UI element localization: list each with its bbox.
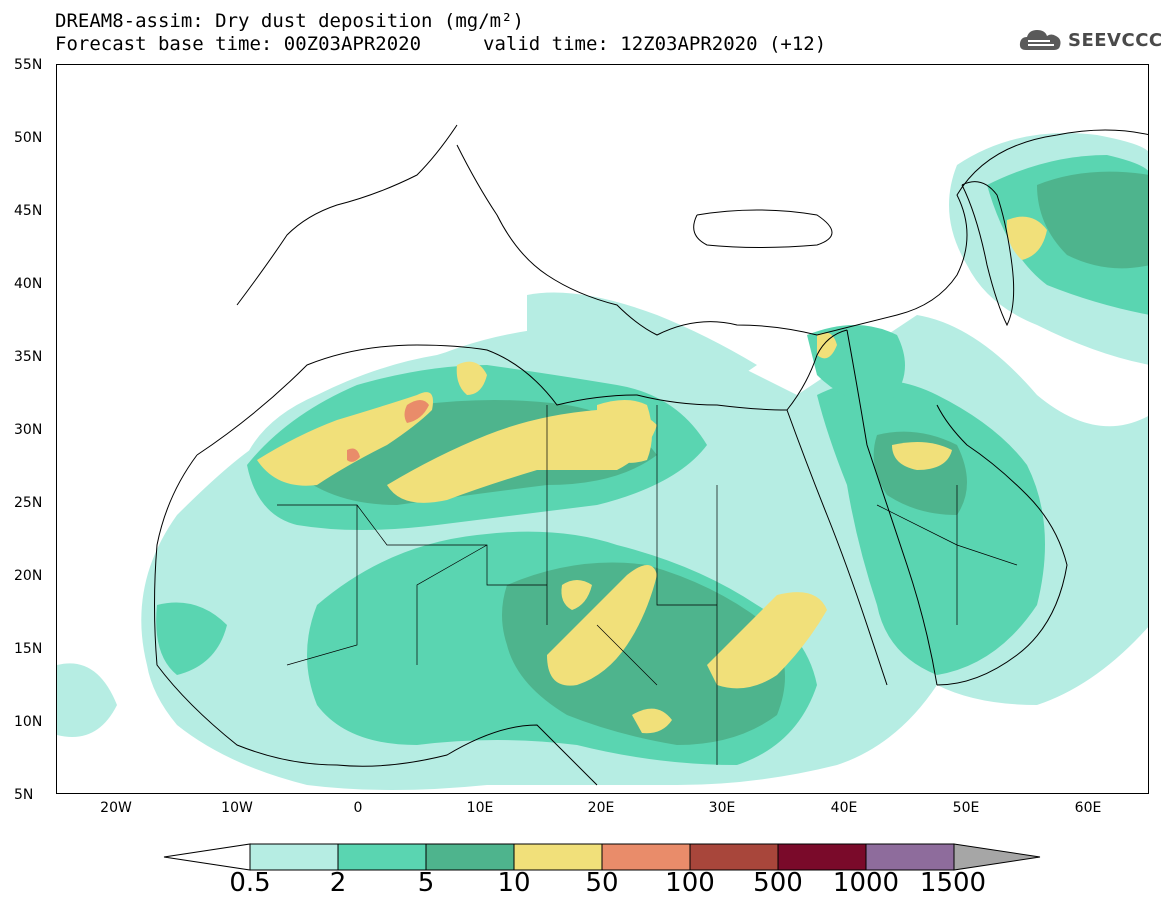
colorbar-label-5: 5 xyxy=(417,868,435,898)
logo-text: SEEVCCC xyxy=(1068,29,1163,51)
caspian-sea xyxy=(961,181,1015,327)
colorbar-label-100: 100 xyxy=(665,868,715,898)
lon-label-10e: 10E xyxy=(466,800,494,816)
colorbar-bin-0 xyxy=(249,843,339,871)
deposition-area-yellow-car xyxy=(632,708,672,734)
coastline-europe xyxy=(236,124,1148,336)
lon-label-30e: 30E xyxy=(708,800,736,816)
lat-label-20n: 20N xyxy=(14,568,43,584)
colorbar-label-50: 50 xyxy=(585,868,619,898)
lat-label-10n: 10N xyxy=(14,714,43,730)
seevccc-logo: SEEVCCC xyxy=(1018,26,1163,54)
map-canvas xyxy=(57,124,1148,790)
deposition-area-yellow-tunisia xyxy=(456,361,487,395)
colorbar-label-2: 2 xyxy=(329,868,347,898)
colorbar-bin-3 xyxy=(513,843,603,871)
colorbar-label-1000: 1000 xyxy=(832,868,900,898)
lon-label-60e: 60E xyxy=(1074,800,1102,816)
deposition-area-yellow-arabia xyxy=(892,441,952,470)
colorbar-label-10: 10 xyxy=(497,868,531,898)
coastline-north-africa xyxy=(196,329,848,456)
lat-label-55n: 55N xyxy=(14,57,43,73)
lon-label-50e: 50E xyxy=(952,800,980,816)
colorbar-bin-7 xyxy=(865,843,955,871)
colorbar-label-1500: 1500 xyxy=(919,868,987,898)
lat-label-5n: 5N xyxy=(14,787,34,803)
colorbar-bin-1 xyxy=(337,843,427,871)
lat-label-40n: 40N xyxy=(14,276,43,292)
forecast-base-time: Forecast base time: 00Z03APR2020 xyxy=(55,33,422,55)
lat-label-25n: 25N xyxy=(14,495,43,511)
colorbar-bin-6 xyxy=(777,843,867,871)
arabia-coast xyxy=(936,404,1068,686)
map-title-line-1: DREAM8-assim: Dry dust deposition (mg/m²… xyxy=(55,10,524,32)
deposition-area-yellow-niger xyxy=(547,565,657,686)
deposition-area-yellow-iraq xyxy=(817,332,837,359)
deposition-area-orange-atlas xyxy=(404,400,429,423)
lat-label-35n: 35N xyxy=(14,349,43,365)
deposition-area-yellow-mali xyxy=(561,580,592,610)
black-sea xyxy=(693,209,833,248)
deposition-area-dark-kazakhstan xyxy=(1037,171,1148,269)
lat-label-50n: 50N xyxy=(14,130,43,146)
colorbar-overflow xyxy=(953,843,1041,871)
colorbar-underflow xyxy=(163,843,251,871)
red-sea-coast xyxy=(786,329,938,686)
deposition-area-yellow-sudan xyxy=(707,592,827,689)
lat-label-15n: 15N xyxy=(14,641,43,657)
colorbar xyxy=(163,843,1041,871)
deposition-area-light-mediterranean xyxy=(527,292,757,388)
deposition-area-yellow-caspian xyxy=(1006,216,1047,260)
country-borders xyxy=(277,405,1018,765)
deposition-area-yellow-algeria xyxy=(387,409,657,503)
lat-label-45n: 45N xyxy=(14,203,43,219)
colorbar-bin-5 xyxy=(689,843,779,871)
lat-label-30n: 30N xyxy=(14,422,43,438)
deposition-area-yellow-atlas xyxy=(257,392,433,486)
deposition-area-medium-senegal xyxy=(156,602,227,675)
deposition-area-yellow-libya xyxy=(597,400,652,463)
colorbar-label-500: 500 xyxy=(753,868,803,898)
dust-deposition-map xyxy=(56,64,1149,794)
deposition-area-light-west-africa xyxy=(57,663,117,737)
colorbar-bin-2 xyxy=(425,843,515,871)
coastline-west-africa xyxy=(154,454,598,786)
deposition-area-orange-algeria xyxy=(347,448,360,462)
lon-label-10w: 10W xyxy=(221,800,253,816)
lon-label-20e: 20E xyxy=(587,800,615,816)
lon-label-0: 0 xyxy=(353,800,363,816)
colorbar-bin-4 xyxy=(601,843,691,871)
cloud-logo-icon xyxy=(1019,30,1061,50)
colorbar-label-0-5: 0.5 xyxy=(229,868,271,898)
lon-label-20w: 20W xyxy=(100,800,132,816)
valid-time: valid time: 12Z03APR2020 (+12) xyxy=(483,33,827,55)
lon-label-40e: 40E xyxy=(830,800,858,816)
